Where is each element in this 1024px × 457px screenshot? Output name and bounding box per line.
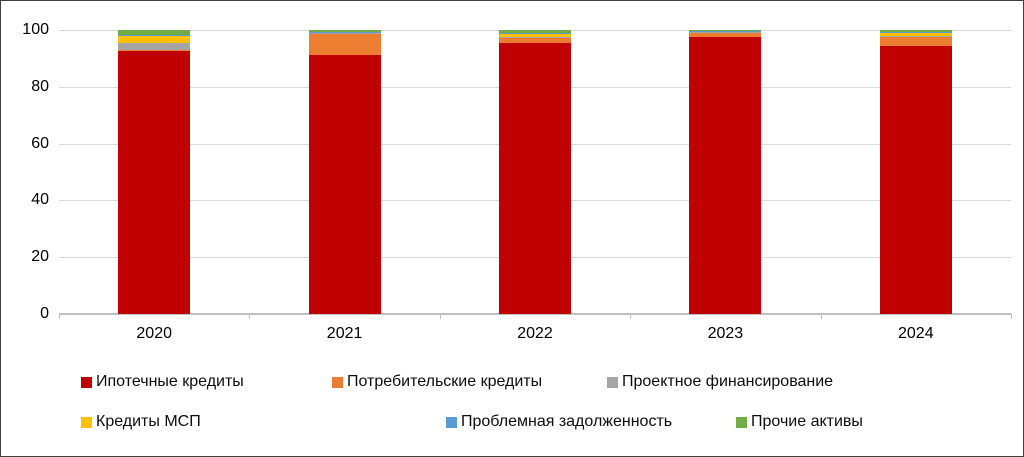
y-axis-tick-label: 0 (40, 305, 49, 322)
bar-segment-2023 (689, 32, 762, 33)
bar-segment-2020 (118, 42, 191, 51)
legend-label-other-assets: Прочие активы (751, 413, 863, 430)
bar-segment-2023 (689, 37, 762, 314)
bar-segment-2021 (308, 33, 381, 55)
x-axis-line (59, 313, 1011, 315)
legend-label-project-finance: Проектное финансирование (622, 373, 834, 390)
y-axis-tick-label: 20 (31, 248, 49, 266)
legend-item-mortgage: Ипотечные кредиты (81, 373, 244, 391)
legend-item-other-assets: Прочие активы (736, 413, 863, 431)
legend-label-sme: Кредиты МСП (96, 413, 201, 430)
y-axis-tick-label: 80 (31, 77, 49, 95)
bar-segment-2020 (118, 35, 191, 37)
x-axis-tick (59, 314, 60, 319)
legend-label-consumer: Потребительские кредиты (347, 373, 543, 390)
bar-segment-2023 (689, 31, 762, 33)
bar-segment-2022 (499, 42, 571, 314)
bar-segment-2021 (308, 30, 381, 32)
legend-swatch-sme-icon (81, 416, 92, 428)
bar-segment-2020 (118, 51, 191, 314)
bar-segment-2022 (499, 36, 571, 38)
legend-swatch-consumer-icon (332, 376, 343, 388)
bar-segment-2021 (308, 32, 381, 34)
y-axis-tick-label: 100 (22, 21, 49, 38)
x-axis-category-label: 2020 (136, 325, 172, 342)
bar-segment-2023 (689, 32, 762, 38)
x-axis-category-label: 2022 (517, 325, 553, 342)
bar-segment-2023 (689, 30, 762, 32)
bar-segment-2022 (499, 37, 571, 43)
legend-swatch-mortgage-icon (81, 376, 92, 388)
legend-swatch-problem-debt-icon (446, 416, 457, 428)
bar-segment-2020 (118, 36, 191, 43)
x-axis-tick (630, 314, 632, 319)
x-axis-category-label: 2021 (326, 325, 363, 342)
legend-swatch-other-assets-icon (736, 416, 747, 428)
bar-segment-2024 (879, 35, 952, 37)
y-axis-tick-label: 40 (31, 191, 49, 209)
bar-segment-2021 (308, 31, 381, 33)
legend-label-mortgage: Ипотечные кредиты (96, 373, 244, 390)
legend-label-problem-debt: Проблемная задолженность (461, 413, 673, 430)
legend-item-problem-debt: Проблемная задолженность (446, 413, 672, 431)
x-axis-tick (249, 314, 251, 319)
x-axis-category-label: 2024 (898, 325, 934, 342)
bar-segment-2022 (499, 30, 571, 33)
bar-segment-2024 (879, 36, 952, 46)
bar-segment-2024 (879, 32, 952, 36)
legend-swatch-project-finance-icon (607, 376, 618, 388)
x-axis-tick (439, 314, 441, 319)
bar-segment-2024 (879, 45, 952, 314)
legend-item-project-finance: Проектное финансирование (607, 373, 833, 391)
bar-segment-2022 (499, 33, 571, 37)
bar-segment-2023 (689, 30, 762, 31)
x-axis-category-label: 2023 (707, 325, 744, 342)
bar-segment-2024 (879, 30, 952, 33)
bar-segment-2021 (308, 54, 381, 314)
bar-segment-2024 (879, 32, 952, 33)
y-axis-tick-label: 60 (31, 134, 49, 152)
bar-segment-2022 (499, 32, 571, 34)
x-axis-tick (1011, 314, 1012, 319)
legend-item-sme: Кредиты МСП (81, 413, 201, 431)
bar-segment-2021 (308, 32, 381, 33)
legend-item-consumer: Потребительские кредиты (332, 373, 542, 391)
bar-segment-2020 (118, 50, 191, 51)
x-axis-tick (820, 314, 822, 319)
bar-segment-2020 (118, 30, 191, 36)
